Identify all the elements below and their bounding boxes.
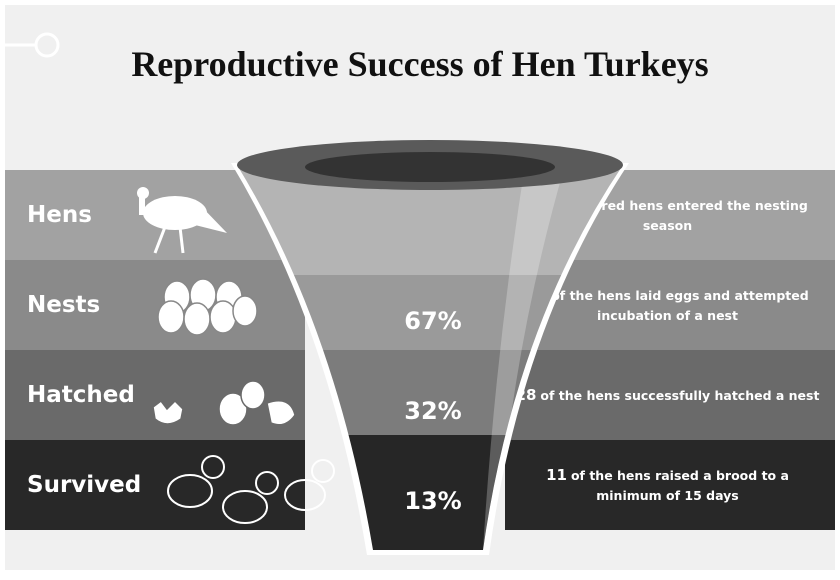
stage-percent: 67% — [404, 307, 461, 335]
eggs-icon — [157, 278, 258, 336]
turkey-icon — [137, 187, 227, 254]
stage-count: 11 — [546, 466, 567, 485]
band-right — [505, 440, 835, 530]
stage-description: 11 of the hens raised a brood to a minimu… — [505, 440, 830, 530]
description: monitored hens entered the nesting seaso… — [552, 198, 808, 233]
stage-label: Nests — [27, 292, 101, 318]
stage-label: Survived — [27, 472, 142, 498]
stage-label: Hatched — [27, 382, 135, 408]
hatched-eggs-icon — [152, 380, 296, 426]
description: of the hens successfully hatched a nest — [540, 387, 820, 403]
infographic: Reproductive Success of Hen Turkeys Hens… — [5, 5, 835, 570]
description: of the hens raised a brood to a minimum … — [570, 468, 789, 503]
stage-percent: 13% — [404, 487, 461, 515]
stage-label: Hens — [27, 202, 92, 228]
funnel-graphic: 67% 32% 13% — [5, 32, 629, 555]
decor-circle — [34, 32, 60, 58]
percent-labels: 67% 32% 13% — [404, 307, 461, 515]
chicks-icon — [167, 455, 335, 524]
stage-percent: 32% — [404, 397, 461, 425]
funnel-opening — [305, 152, 555, 182]
band-left — [5, 440, 305, 530]
description: of the hens laid eggs and attempted incu… — [551, 288, 809, 323]
band-right — [505, 350, 835, 440]
title: Reproductive Success of Hen Turkeys — [131, 44, 709, 84]
description-text: 11 of the hens raised a brood to a minimu… — [515, 464, 820, 505]
